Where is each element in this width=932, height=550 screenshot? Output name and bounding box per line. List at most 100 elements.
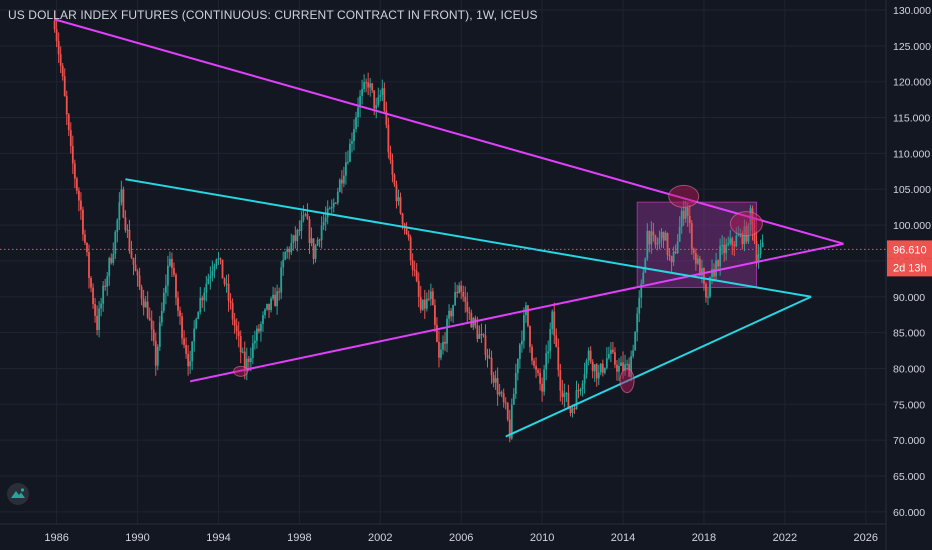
candle-body xyxy=(173,268,175,275)
candle-body xyxy=(264,309,266,316)
candle-body xyxy=(80,200,82,210)
candle-body xyxy=(92,287,94,305)
candle-body xyxy=(510,404,513,439)
candle-body xyxy=(646,230,649,259)
candle-body xyxy=(233,319,236,326)
candle-body xyxy=(217,258,220,260)
candle-body xyxy=(164,285,167,293)
candle-body xyxy=(120,189,123,203)
candle-body xyxy=(436,324,438,342)
candle-body xyxy=(747,224,750,242)
cyan-trendline xyxy=(505,295,812,438)
candle-body xyxy=(73,163,76,179)
candle-body xyxy=(571,408,574,413)
candle-body xyxy=(181,316,183,339)
candle-body xyxy=(116,219,119,232)
candle-body xyxy=(193,328,196,342)
candle-body xyxy=(75,178,78,191)
candle-body xyxy=(656,243,659,245)
candle-body xyxy=(537,370,539,373)
logo-badge[interactable] xyxy=(7,483,29,505)
magenta-trendline xyxy=(189,242,844,383)
candle-body xyxy=(490,357,493,376)
candle-body xyxy=(737,235,740,237)
candle-body xyxy=(508,419,511,439)
candle-body xyxy=(300,220,303,231)
time-axis-labels[interactable]: 1986 1990 1994 1998 2002 2006 2010 2014 2018 2022… xyxy=(44,532,878,544)
candle-body xyxy=(211,271,214,276)
price-tick-label: 100.000 xyxy=(893,220,931,232)
candle-body xyxy=(292,235,295,243)
candle-body xyxy=(100,303,103,309)
price-tick-label: 70.000 xyxy=(893,435,925,447)
candle-body xyxy=(444,341,446,344)
candle-body xyxy=(379,94,382,97)
candle-body xyxy=(438,341,440,358)
candle-body xyxy=(258,328,260,332)
candle-body xyxy=(59,54,62,66)
candle-body xyxy=(666,232,669,256)
candle-body xyxy=(284,252,287,260)
candle-body xyxy=(160,310,163,323)
candle-body xyxy=(559,370,562,391)
candle-body xyxy=(757,254,760,262)
candle-body xyxy=(731,238,734,246)
time-tick-label: 2002 xyxy=(368,532,392,544)
price-tick-label: 85.000 xyxy=(893,328,925,340)
candle-body xyxy=(506,403,509,420)
candle-body xyxy=(429,291,432,300)
time-tick-label: 2018 xyxy=(692,532,716,544)
candle-body xyxy=(431,291,434,306)
chart-title: US DOLLAR INDEX FUTURES (CONTINUOUS: CUR… xyxy=(8,8,538,22)
candle-body xyxy=(150,320,153,330)
candle-body xyxy=(425,298,428,309)
candle-body xyxy=(278,291,281,293)
candle-body xyxy=(417,280,420,298)
price-badges: 96.610 2d 13h xyxy=(887,240,932,277)
candle-body xyxy=(409,237,412,261)
candle-body xyxy=(672,251,675,263)
candle-body xyxy=(411,260,414,270)
candle-body xyxy=(280,267,283,293)
candle-body xyxy=(328,208,331,210)
cyan-trendline xyxy=(125,178,812,298)
price-tick-label: 60.000 xyxy=(893,507,925,519)
candle-body xyxy=(703,268,705,284)
candle-body xyxy=(567,392,570,409)
candle-body xyxy=(605,358,608,368)
candle-body xyxy=(389,152,392,161)
candle-body xyxy=(397,197,400,202)
candle-body xyxy=(146,301,149,318)
candle-body xyxy=(527,305,529,327)
candle-body xyxy=(399,197,402,214)
candle-body xyxy=(276,291,279,307)
mountain-logo-icon xyxy=(11,488,25,498)
candle-body xyxy=(644,258,647,273)
candle-body xyxy=(692,248,695,254)
candle-body xyxy=(599,363,602,373)
candle-body xyxy=(308,219,311,244)
candle-body xyxy=(191,341,194,362)
candle-body xyxy=(486,354,489,358)
last-price-label: 96.610 xyxy=(893,244,927,256)
candle-body xyxy=(96,315,98,331)
candle-body xyxy=(197,312,200,320)
candle-body xyxy=(686,207,689,216)
ellipse-marker xyxy=(233,365,249,377)
candle-body xyxy=(496,378,499,395)
candle-body xyxy=(98,308,101,331)
time-tick-label: 1998 xyxy=(287,532,311,544)
candle-body xyxy=(251,343,254,359)
price-tick-label: 130.000 xyxy=(893,5,931,17)
candle-body xyxy=(407,233,410,238)
candle-body xyxy=(670,256,673,263)
candle-body xyxy=(569,408,572,413)
candle-body xyxy=(460,285,463,292)
candle-body xyxy=(239,336,242,353)
candle-body xyxy=(705,283,707,298)
candle-body xyxy=(405,227,408,234)
candle-body xyxy=(357,107,359,118)
candle-body xyxy=(140,287,143,299)
candle-body xyxy=(69,130,72,147)
